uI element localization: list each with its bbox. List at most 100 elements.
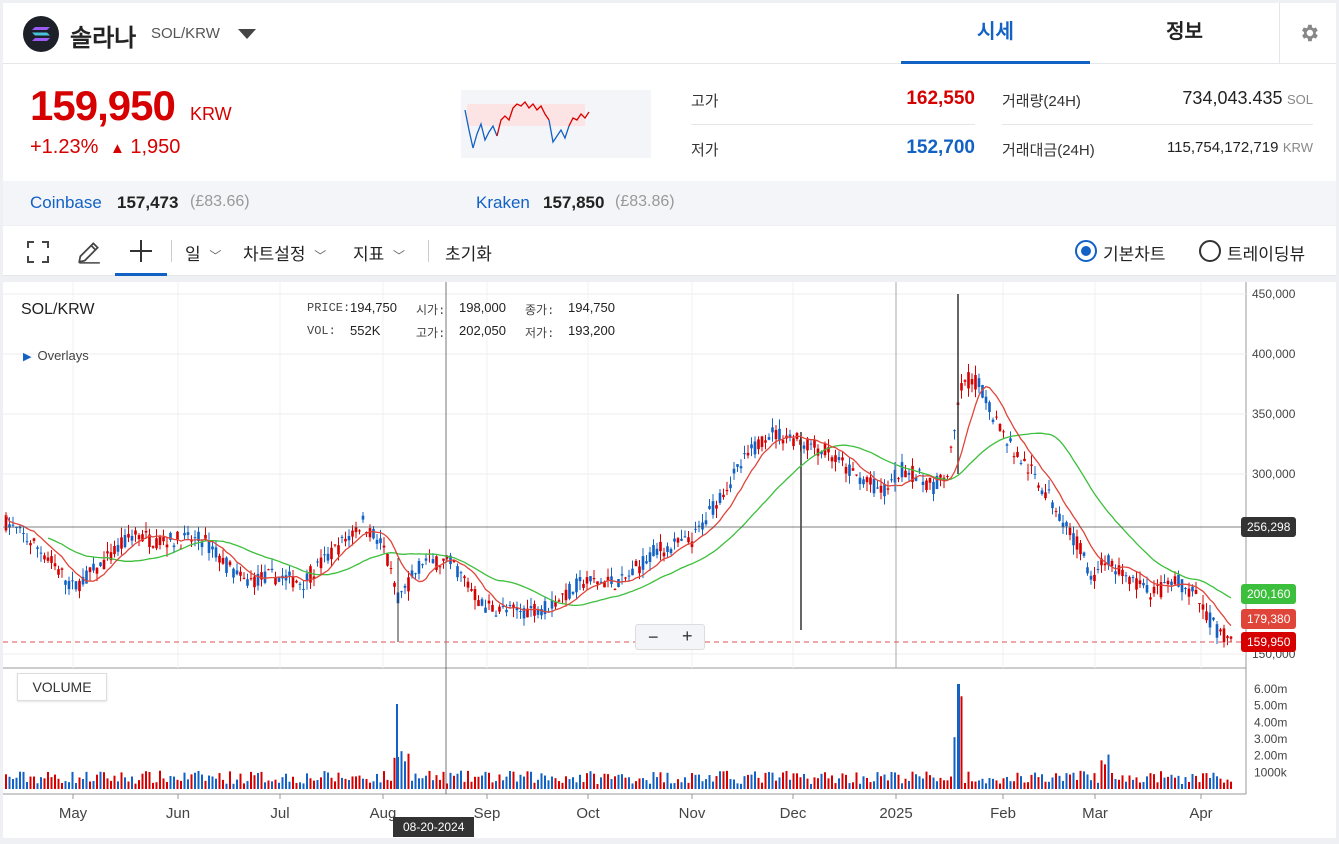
interval-select[interactable]: 일 ﹀: [185, 240, 221, 265]
pencil-icon[interactable]: [76, 239, 102, 270]
candle-body: [1205, 611, 1208, 621]
volume-bar: [1037, 777, 1040, 789]
volume-bar: [960, 696, 963, 789]
candle-body: [130, 535, 134, 541]
candlestick-chart[interactable]: 450,000400,000350,000300,000150,0006.00m…: [3, 282, 1336, 838]
reset-button[interactable]: 초기화: [445, 245, 492, 264]
price-chart-panel[interactable]: 450,000 400,000 350,000 300,000 150,000 6.00m…: [3, 282, 1336, 838]
candle-body: [676, 538, 680, 543]
divider: [428, 240, 429, 262]
candle-body: [466, 581, 470, 588]
candle-body: [246, 579, 249, 586]
candle-body: [928, 477, 932, 483]
low-value: 152,700: [906, 137, 975, 158]
volume-bar: [313, 780, 315, 789]
zoom-in-button[interactable]: +: [682, 626, 693, 646]
zoom-out-button[interactable]: −: [648, 627, 659, 647]
volume-bar: [1051, 777, 1054, 789]
candle-body: [480, 599, 484, 606]
volume-bar: [519, 774, 522, 789]
exchange-kraken-name[interactable]: Kraken: [476, 193, 530, 212]
basic-chart-label[interactable]: 기본차트: [1103, 245, 1166, 264]
candle-body: [431, 559, 435, 564]
x-tick-label: Oct: [576, 805, 600, 822]
candle-body: [1093, 574, 1096, 582]
candle-body: [1180, 579, 1184, 593]
candle-body: [1086, 567, 1089, 574]
volume-bar: [537, 779, 539, 789]
volume-tick-label: 3.00m: [1254, 732, 1287, 746]
ma-long-tag: 200,160: [1241, 584, 1297, 604]
volume-bar: [736, 783, 739, 789]
crosshair-tool-button[interactable]: [115, 226, 167, 276]
volume-bar: [418, 778, 420, 789]
volume-bar: [568, 779, 571, 789]
chart-settings-menu[interactable]: 차트설정 ﹀: [243, 240, 326, 265]
candle-body: [50, 556, 53, 563]
candle-body: [816, 448, 820, 456]
candle-body: [207, 541, 211, 553]
volume-bar: [876, 772, 879, 789]
volume-bar: [337, 772, 340, 789]
basic-chart-radio[interactable]: [1075, 240, 1097, 262]
exchange-coinbase-name[interactable]: Coinbase: [30, 193, 102, 212]
volume-tick-label: 4.00m: [1254, 715, 1287, 729]
zoom-controls: − +: [635, 624, 705, 650]
tab-market[interactable]: 시세: [901, 3, 1090, 64]
y-tick-label: 350,000: [1252, 407, 1296, 421]
volume-bar: [642, 778, 644, 789]
candle-body: [526, 608, 529, 618]
candle-body: [599, 581, 603, 583]
volume-bar: [712, 781, 714, 789]
candle-body: [235, 570, 239, 575]
tradingview-label[interactable]: 트레이딩뷰: [1227, 245, 1306, 264]
candle-body: [15, 527, 18, 529]
candle-body: [554, 602, 557, 607]
volume-bar: [694, 774, 697, 789]
candle-body: [876, 487, 879, 489]
volume-bar: [1041, 774, 1043, 789]
candle-body: [309, 566, 312, 583]
chevron-down-icon[interactable]: [238, 29, 256, 39]
volume-bar: [733, 779, 735, 789]
volume-bar: [271, 781, 273, 789]
volume-bar: [187, 779, 189, 789]
candle-body: [813, 439, 816, 448]
candle-body: [844, 466, 848, 474]
volume-bar: [1079, 770, 1082, 789]
volume-bar: [1065, 773, 1068, 789]
tab-info[interactable]: 정보: [1166, 21, 1203, 43]
volume-bar: [1153, 774, 1155, 789]
volume-bar: [470, 781, 473, 789]
candle-body: [204, 534, 207, 539]
candle-body: [1201, 604, 1205, 610]
candle-body: [722, 494, 725, 498]
volume-bar: [477, 776, 480, 789]
volume-bar: [1198, 782, 1201, 789]
candle-body: [918, 469, 921, 471]
volume-bar: [530, 771, 532, 789]
candle-body: [869, 477, 872, 485]
candle-body: [911, 465, 914, 483]
fullscreen-icon[interactable]: [26, 240, 50, 269]
volume-bar: [348, 780, 350, 789]
indicators-menu[interactable]: 지표 ﹀: [353, 240, 405, 265]
candle-body: [270, 568, 274, 570]
divider: [691, 124, 975, 125]
candle-body: [53, 563, 57, 567]
volume-bar: [624, 777, 627, 789]
volume-bar: [1167, 776, 1169, 789]
candle-body: [827, 447, 830, 453]
candle-body: [830, 457, 834, 462]
settings-button[interactable]: [1279, 3, 1336, 64]
tradingview-radio[interactable]: [1199, 240, 1221, 262]
volume-bar: [988, 778, 991, 789]
volume-bar: [180, 780, 182, 789]
candle-body: [743, 453, 746, 455]
candle-body: [984, 396, 988, 404]
candle-body: [351, 530, 354, 537]
overlays-toggle[interactable]: ▶ Overlays: [23, 348, 89, 363]
volume-bar: [495, 781, 497, 789]
candle-body: [571, 591, 575, 594]
candle-body: [1079, 543, 1082, 555]
